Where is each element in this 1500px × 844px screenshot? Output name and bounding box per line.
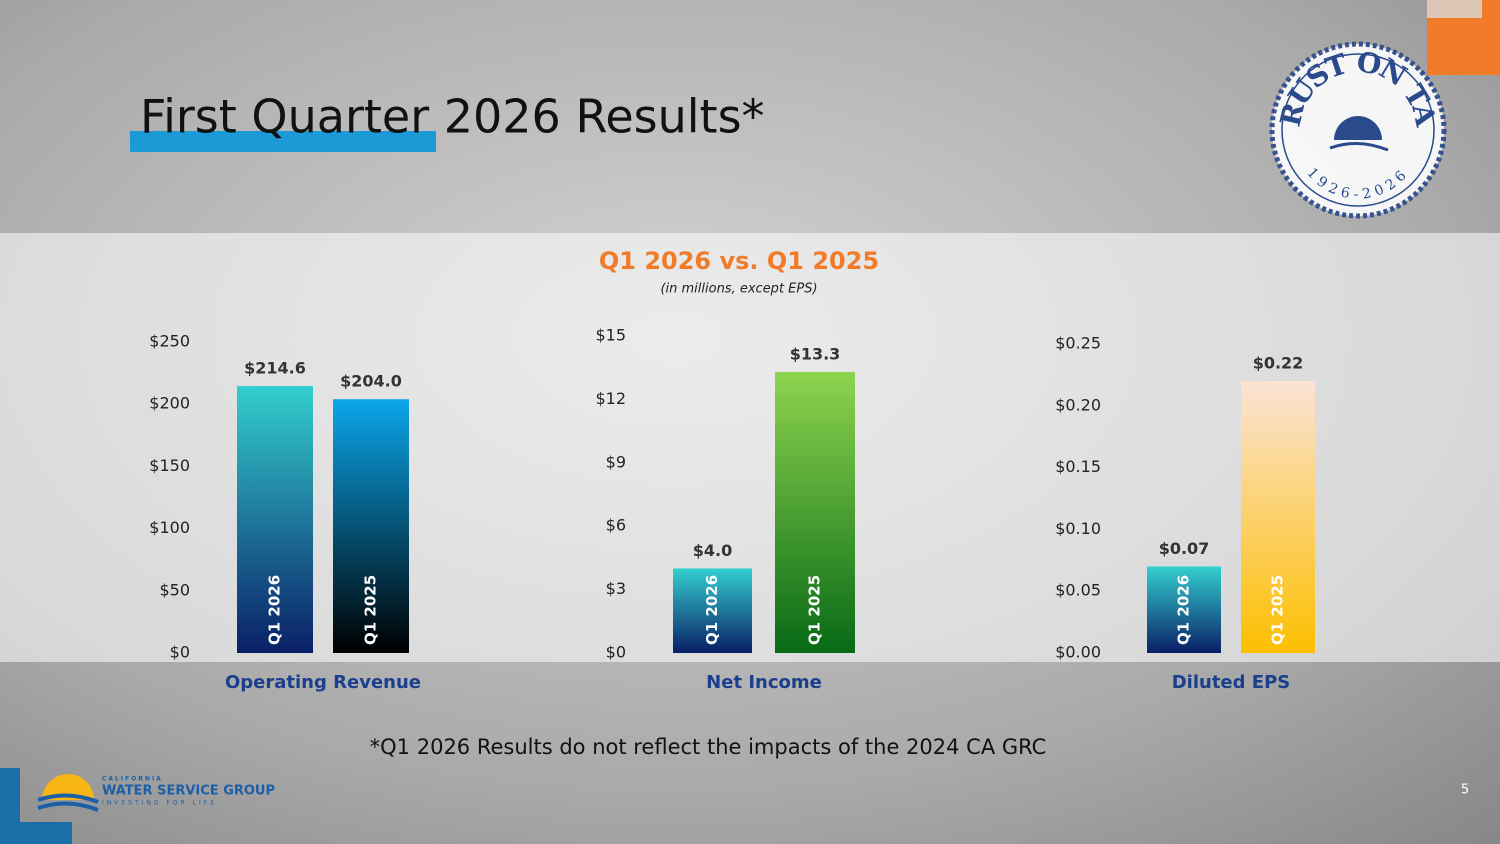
- category-label: Q1 2025: [1269, 575, 1287, 645]
- category-label: Q1 2026: [703, 575, 721, 645]
- value-label: $204.0: [340, 372, 402, 391]
- y-tick-label: $3: [606, 579, 626, 598]
- footnote: *Q1 2026 Results do not reflect the impa…: [370, 735, 1047, 759]
- value-label: $4.0: [693, 541, 732, 560]
- value-label: $214.6: [244, 359, 306, 378]
- category-label: Q1 2025: [806, 575, 824, 645]
- x-axis-label: Net Income: [706, 672, 822, 693]
- page-number: 5: [1461, 783, 1469, 798]
- logo-sun: [42, 774, 94, 800]
- y-tick-label: $0: [606, 643, 626, 662]
- value-label: $0.22: [1253, 354, 1304, 373]
- y-tick-label: $200: [149, 394, 190, 413]
- corner-accent-inner: [1427, 0, 1482, 18]
- value-label: $0.07: [1159, 539, 1210, 558]
- bar: [1147, 566, 1221, 653]
- seal-wave: [1329, 142, 1389, 152]
- bar: [673, 568, 752, 653]
- logo-corner: [0, 768, 72, 844]
- chart-subheading: (in millions, except EPS): [660, 282, 817, 297]
- y-tick-label: $250: [149, 332, 190, 351]
- category-label: Q1 2026: [1175, 575, 1193, 645]
- y-tick-label: $0.25: [1055, 334, 1101, 353]
- bar: [237, 386, 313, 653]
- y-tick-label: $0.00: [1055, 643, 1101, 662]
- y-tick-label: $0.10: [1055, 519, 1101, 538]
- y-tick-label: $12: [595, 389, 626, 408]
- y-tick-label: $15: [595, 326, 626, 345]
- y-tick-label: $0.20: [1055, 395, 1101, 414]
- bar: [333, 399, 409, 653]
- chart-heading: Q1 2026 vs. Q1 2025: [599, 247, 879, 275]
- y-tick-label: $150: [149, 456, 190, 475]
- y-tick-label: $0: [170, 643, 190, 662]
- title-underline: [130, 131, 436, 152]
- logo-tagline: INVESTING FOR LIFE: [102, 800, 217, 807]
- logo-top: CALIFORNIA: [102, 776, 163, 783]
- category-label: Q1 2025: [362, 575, 380, 645]
- y-tick-label: $0.15: [1055, 457, 1101, 476]
- bar: [775, 371, 855, 653]
- y-tick-label: $100: [149, 518, 190, 537]
- x-axis-label: Diluted EPS: [1172, 672, 1291, 693]
- seal-sun: [1334, 116, 1382, 140]
- logo-name: WATER SERVICE GROUP: [102, 784, 275, 799]
- logo-waves: [37, 793, 99, 812]
- slide-title: First Quarter 2026 Results*: [140, 90, 765, 144]
- y-tick-label: $6: [606, 516, 626, 535]
- x-axis-label: Operating Revenue: [225, 672, 421, 693]
- category-label: Q1 2026: [266, 575, 284, 645]
- value-label: $13.3: [790, 344, 841, 363]
- y-tick-label: $0.05: [1055, 581, 1101, 600]
- y-tick-label: $9: [606, 452, 626, 471]
- seal-inner-ring: [1281, 53, 1435, 207]
- bar: [1241, 381, 1315, 653]
- y-tick-label: $50: [159, 580, 190, 599]
